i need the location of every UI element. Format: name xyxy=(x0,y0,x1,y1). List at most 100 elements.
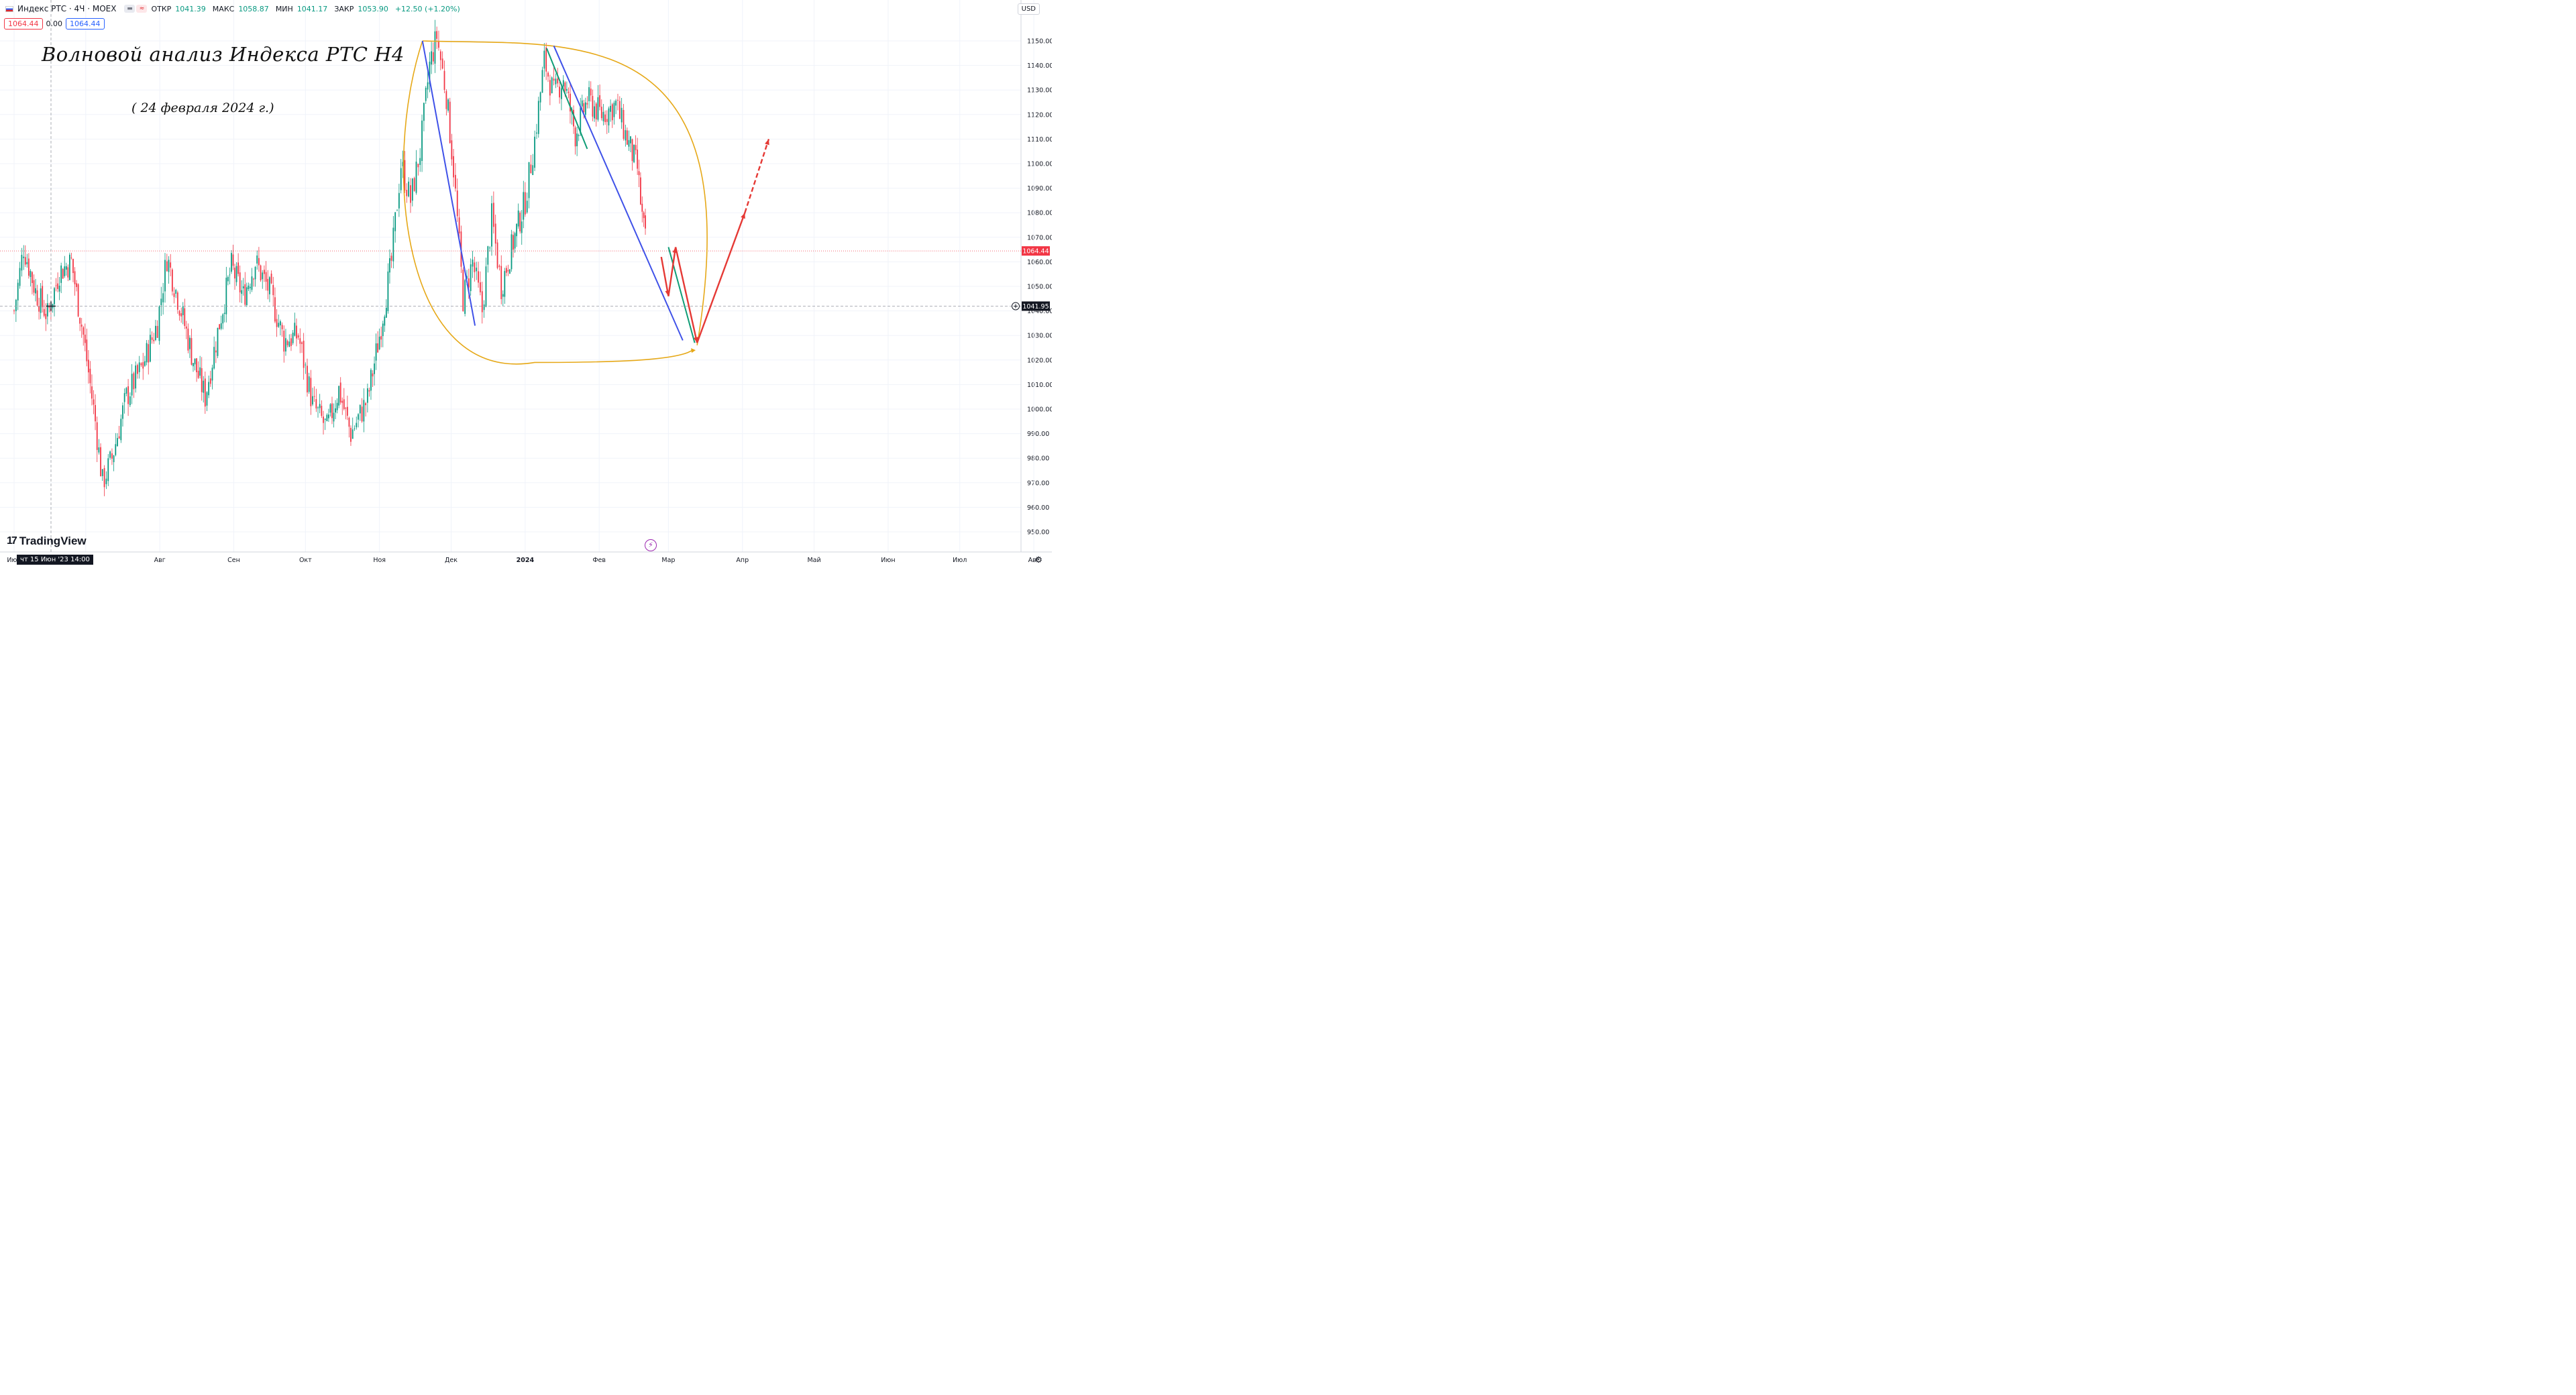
low-value: 1041.17 xyxy=(297,4,328,13)
time-tick-label: 2024 xyxy=(517,557,535,564)
close-value: 1053.90 xyxy=(358,4,388,13)
price-tick-label: 1090.00 xyxy=(1027,185,1052,192)
candle-body xyxy=(631,139,633,162)
candle-body xyxy=(597,97,599,120)
candle-body xyxy=(35,288,36,294)
candle-body xyxy=(613,103,615,117)
candle-body xyxy=(382,323,384,337)
candle-body xyxy=(215,350,217,353)
candle-body xyxy=(410,185,411,203)
candle-body xyxy=(36,290,38,306)
time-tick-label: Апр xyxy=(736,557,749,564)
candle-body xyxy=(610,105,612,112)
candle-body xyxy=(148,344,150,363)
time-tick-label: Май xyxy=(807,557,820,564)
candle-body xyxy=(96,422,98,450)
candle-body xyxy=(250,286,251,288)
candle-body xyxy=(586,103,588,105)
candle-body xyxy=(491,203,492,247)
candle-body xyxy=(384,316,386,326)
candle-body xyxy=(162,293,164,302)
candle-body xyxy=(630,136,631,144)
candle-body xyxy=(213,347,215,369)
price-tick-label: 990.00 xyxy=(1027,431,1049,438)
candle-body xyxy=(237,262,239,274)
sell-price-button[interactable]: 1064.44 xyxy=(4,18,43,30)
change-value: +12.50 (+1.20%) xyxy=(394,4,460,13)
russia-flag-icon xyxy=(5,5,13,12)
lightning-icon[interactable]: ⚡ xyxy=(645,539,657,551)
price-tick-label: 1100.00 xyxy=(1027,161,1052,168)
tradingview-logo[interactable]: 17 TradingView xyxy=(7,535,87,548)
time-tick-label: Ноя xyxy=(373,557,386,564)
candle-body xyxy=(120,418,122,441)
candle-body xyxy=(408,181,410,197)
candle-body xyxy=(42,286,44,307)
candle-body xyxy=(438,41,439,48)
price-tick-label: 1070.00 xyxy=(1027,234,1052,241)
candle-body xyxy=(443,70,445,90)
candle-body xyxy=(539,92,541,103)
candle-body xyxy=(496,242,498,268)
candle-body xyxy=(519,213,521,232)
candle-body xyxy=(135,365,137,389)
chart-area[interactable]: 950.00 960.00 970.00 980.00 990.00 1000.00 101… xyxy=(0,0,1053,569)
candle-body xyxy=(324,418,326,420)
minus-icon[interactable]: ▬ xyxy=(124,5,136,13)
last-price-tag xyxy=(1022,246,1050,256)
candle-body xyxy=(227,276,229,282)
candle-body xyxy=(101,469,103,476)
candle-body xyxy=(573,109,574,127)
candle-body xyxy=(292,333,294,343)
candle-body xyxy=(543,50,545,69)
candle-body xyxy=(178,311,180,316)
candle-body xyxy=(398,192,400,209)
candle-body xyxy=(72,258,74,274)
symbol-legend: Индекс РТС · 4Ч · MOEX ▬ ≈ ОТКР 1041.39 М… xyxy=(5,4,463,13)
candle-body xyxy=(468,278,470,288)
candle-body xyxy=(528,162,530,199)
candle-body xyxy=(74,271,76,284)
candle-body xyxy=(58,285,60,292)
candle-body xyxy=(523,192,525,220)
candle-body xyxy=(326,414,328,421)
candle-body xyxy=(280,321,281,326)
candle-body xyxy=(244,284,246,305)
candle-body xyxy=(272,284,274,296)
currency-selector[interactable]: USD xyxy=(1017,3,1040,15)
candle-body xyxy=(625,130,627,141)
candle-body xyxy=(551,77,553,94)
candle-body xyxy=(269,277,270,294)
candle-body xyxy=(155,325,156,340)
candle-body xyxy=(368,390,370,392)
analysis-title[interactable]: Волновой анализ Индекса РТС Н4 xyxy=(42,43,405,66)
candle-body xyxy=(32,272,33,284)
wave-icon[interactable]: ≈ xyxy=(136,5,148,13)
candle-body xyxy=(458,217,460,234)
candle-body xyxy=(265,272,267,282)
symbol-title[interactable]: Индекс РТС · 4Ч · MOEX xyxy=(17,4,117,13)
candle-body xyxy=(352,429,354,439)
candle-body xyxy=(301,342,303,344)
candle-body xyxy=(570,93,571,112)
indicator-buttons[interactable]: ▬ ≈ xyxy=(124,5,148,13)
candle-body xyxy=(305,364,307,366)
analysis-date[interactable]: ( 24 февраля 2024 г.) xyxy=(131,101,274,115)
candle-body xyxy=(19,268,21,286)
candle-body xyxy=(33,280,35,293)
candle-body xyxy=(640,177,641,205)
candle-body xyxy=(131,374,133,396)
wave-line-blue xyxy=(553,45,684,341)
candle-body xyxy=(537,101,539,134)
candle-body xyxy=(297,335,299,338)
candle-body xyxy=(308,376,310,392)
candle-body xyxy=(417,164,419,168)
gear-icon[interactable]: ⚙ xyxy=(1034,555,1042,565)
price-tick-label: 1110.00 xyxy=(1027,136,1052,144)
buy-price-button[interactable]: 1064.44 xyxy=(66,18,105,30)
candle-body xyxy=(217,327,219,356)
candle-body xyxy=(262,272,264,280)
price-tick-label: 1120.00 xyxy=(1027,111,1052,119)
candle-body xyxy=(62,268,64,279)
price-chart[interactable]: 950.00 960.00 970.00 980.00 990.00 1000.00 101… xyxy=(0,0,1053,569)
